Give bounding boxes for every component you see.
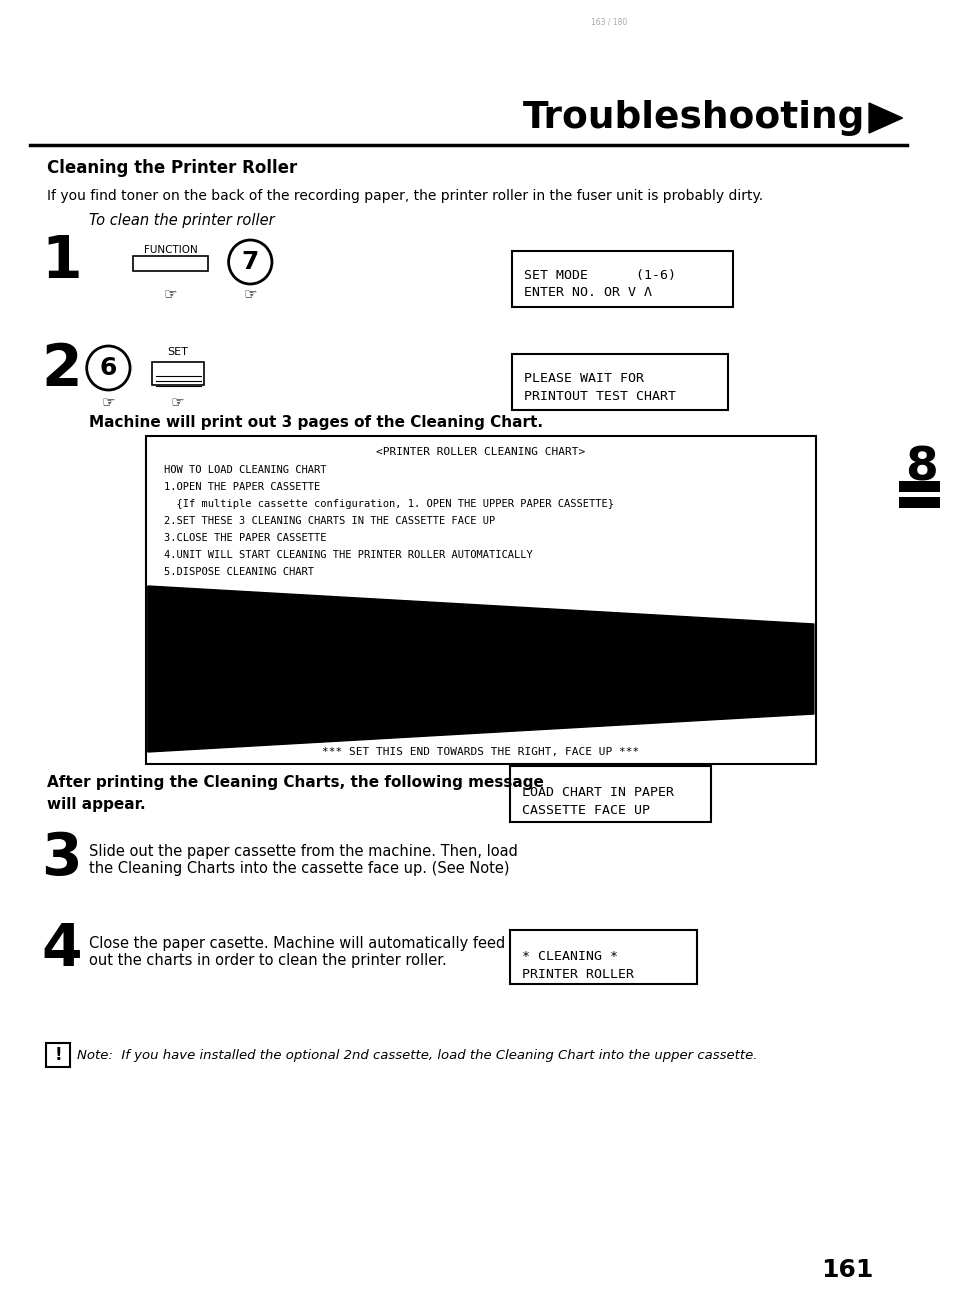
- Text: PLEASE WAIT FOR: PLEASE WAIT FOR: [523, 371, 643, 384]
- Text: 1.OPEN THE PAPER CASSETTE: 1.OPEN THE PAPER CASSETTE: [163, 482, 319, 492]
- Text: 1: 1: [41, 233, 82, 291]
- Text: After printing the Cleaning Charts, the following message: After printing the Cleaning Charts, the …: [48, 774, 543, 790]
- Text: 7: 7: [241, 250, 258, 274]
- Text: 4.UNIT WILL START CLEANING THE PRINTER ROLLER AUTOMATICALLY: 4.UNIT WILL START CLEANING THE PRINTER R…: [163, 550, 532, 560]
- Text: ☞: ☞: [164, 288, 177, 302]
- Text: ☞: ☞: [171, 396, 184, 410]
- FancyBboxPatch shape: [146, 436, 815, 764]
- Text: * CLEANING *: * CLEANING *: [521, 949, 618, 962]
- FancyBboxPatch shape: [47, 1043, 70, 1067]
- Text: 3.CLOSE THE PAPER CASSETTE: 3.CLOSE THE PAPER CASSETTE: [163, 533, 326, 543]
- Text: 3: 3: [41, 830, 82, 887]
- Text: ENTER NO. OR V Λ: ENTER NO. OR V Λ: [523, 287, 652, 300]
- Text: <PRINTER ROLLER CLEANING CHART>: <PRINTER ROLLER CLEANING CHART>: [375, 447, 585, 457]
- FancyBboxPatch shape: [512, 354, 727, 410]
- Text: Machine will print out 3 pages of the Cleaning Chart.: Machine will print out 3 pages of the Cl…: [89, 415, 542, 429]
- Text: 2.SET THESE 3 CLEANING CHARTS IN THE CASSETTE FACE UP: 2.SET THESE 3 CLEANING CHARTS IN THE CAS…: [163, 516, 495, 527]
- Text: SET: SET: [167, 348, 188, 357]
- Text: 5.DISPOSE CLEANING CHART: 5.DISPOSE CLEANING CHART: [163, 567, 314, 577]
- Text: *** SET THIS END TOWARDS THE RIGHT, FACE UP ***: *** SET THIS END TOWARDS THE RIGHT, FACE…: [322, 747, 639, 757]
- FancyBboxPatch shape: [132, 256, 208, 271]
- Text: 2: 2: [41, 341, 82, 398]
- Text: 163 / 180: 163 / 180: [591, 17, 627, 26]
- FancyBboxPatch shape: [512, 252, 732, 307]
- Text: 161: 161: [821, 1258, 873, 1281]
- Text: Troubleshooting: Troubleshooting: [522, 100, 864, 136]
- FancyBboxPatch shape: [898, 481, 939, 492]
- Text: CASSETTE FACE UP: CASSETTE FACE UP: [521, 804, 650, 817]
- Text: 6: 6: [100, 355, 117, 380]
- FancyBboxPatch shape: [898, 497, 939, 508]
- Text: If you find toner on the back of the recording paper, the printer roller in the : If you find toner on the back of the rec…: [48, 189, 762, 204]
- Text: {If multiple cassette configuration, 1. OPEN THE UPPER PAPER CASSETTE}: {If multiple cassette configuration, 1. …: [163, 499, 613, 508]
- Text: SET MODE      (1-6): SET MODE (1-6): [523, 268, 676, 281]
- Text: !: !: [54, 1045, 62, 1064]
- FancyBboxPatch shape: [152, 362, 204, 384]
- Text: ☞: ☞: [243, 288, 256, 302]
- Polygon shape: [868, 102, 902, 134]
- Polygon shape: [148, 586, 813, 752]
- Text: Cleaning the Printer Roller: Cleaning the Printer Roller: [48, 160, 297, 176]
- Text: 8: 8: [904, 445, 937, 490]
- FancyBboxPatch shape: [510, 930, 696, 984]
- Text: HOW TO LOAD CLEANING CHART: HOW TO LOAD CLEANING CHART: [163, 466, 326, 475]
- Text: LOAD CHART IN PAPER: LOAD CHART IN PAPER: [521, 786, 674, 799]
- Text: Note:  If you have installed the optional 2nd cassette, load the Cleaning Chart : Note: If you have installed the optional…: [77, 1048, 757, 1061]
- Text: Slide out the paper cassette from the machine. Then, load
the Cleaning Charts in: Slide out the paper cassette from the ma…: [89, 844, 517, 877]
- Text: 4: 4: [41, 921, 82, 978]
- Text: Close the paper casette. Machine will automatically feed
out the charts in order: Close the paper casette. Machine will au…: [89, 936, 504, 969]
- Text: will appear.: will appear.: [48, 796, 146, 812]
- Text: To clean the printer roller: To clean the printer roller: [89, 213, 274, 227]
- Text: ☞: ☞: [101, 396, 115, 410]
- Text: FUNCTION: FUNCTION: [144, 245, 197, 256]
- Text: PRINTOUT TEST CHART: PRINTOUT TEST CHART: [523, 389, 676, 402]
- FancyBboxPatch shape: [510, 767, 711, 822]
- Text: PRINTER ROLLER: PRINTER ROLLER: [521, 968, 634, 981]
